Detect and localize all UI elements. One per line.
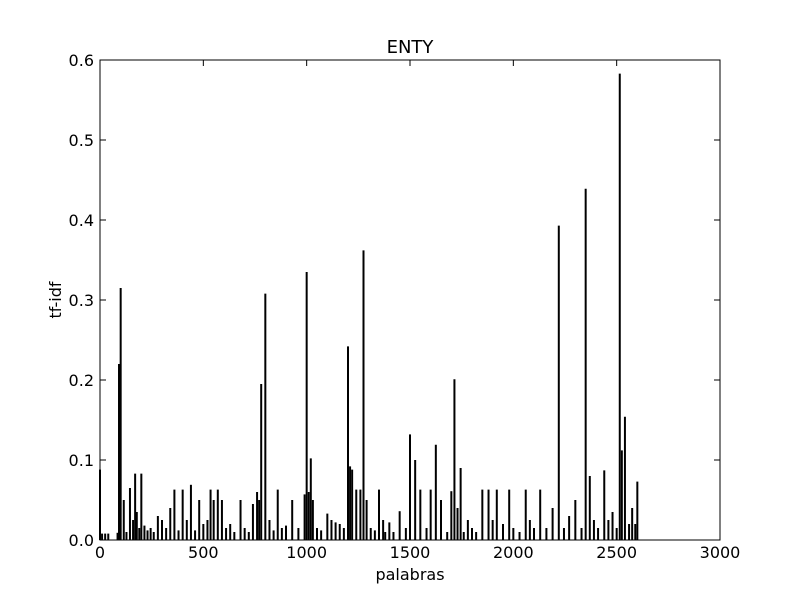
x-tick-label: 500	[188, 543, 219, 562]
y-tick-label: 0.2	[69, 371, 94, 390]
x-tick-label: 2000	[493, 543, 534, 562]
y-tick-label: 0.4	[69, 211, 94, 230]
plot-frame	[99, 59, 721, 541]
y-tick-label: 0.1	[69, 451, 94, 470]
x-tick-label: 3000	[700, 543, 741, 562]
y-tick-label: 0.3	[69, 291, 94, 310]
bars-group	[99, 73, 639, 540]
x-tick-label: 1000	[286, 543, 327, 562]
chart-title: ENTY	[387, 37, 435, 58]
y-axis-label: tf-idf	[46, 281, 65, 318]
y-tick-label: 0.0	[69, 531, 94, 550]
x-tick-label: 0	[95, 543, 105, 562]
x-tick-label: 1500	[390, 543, 431, 562]
x-axis-label: palabras	[375, 565, 444, 584]
ticks-group: 0 500 1000 1500 2000 2500 3000 0.0 0.1 0.2 0.3 0.4 0…	[69, 51, 741, 562]
y-tick-label: 0.5	[69, 131, 94, 150]
x-tick-label: 2500	[596, 543, 637, 562]
y-tick-label: 0.6	[69, 51, 94, 70]
